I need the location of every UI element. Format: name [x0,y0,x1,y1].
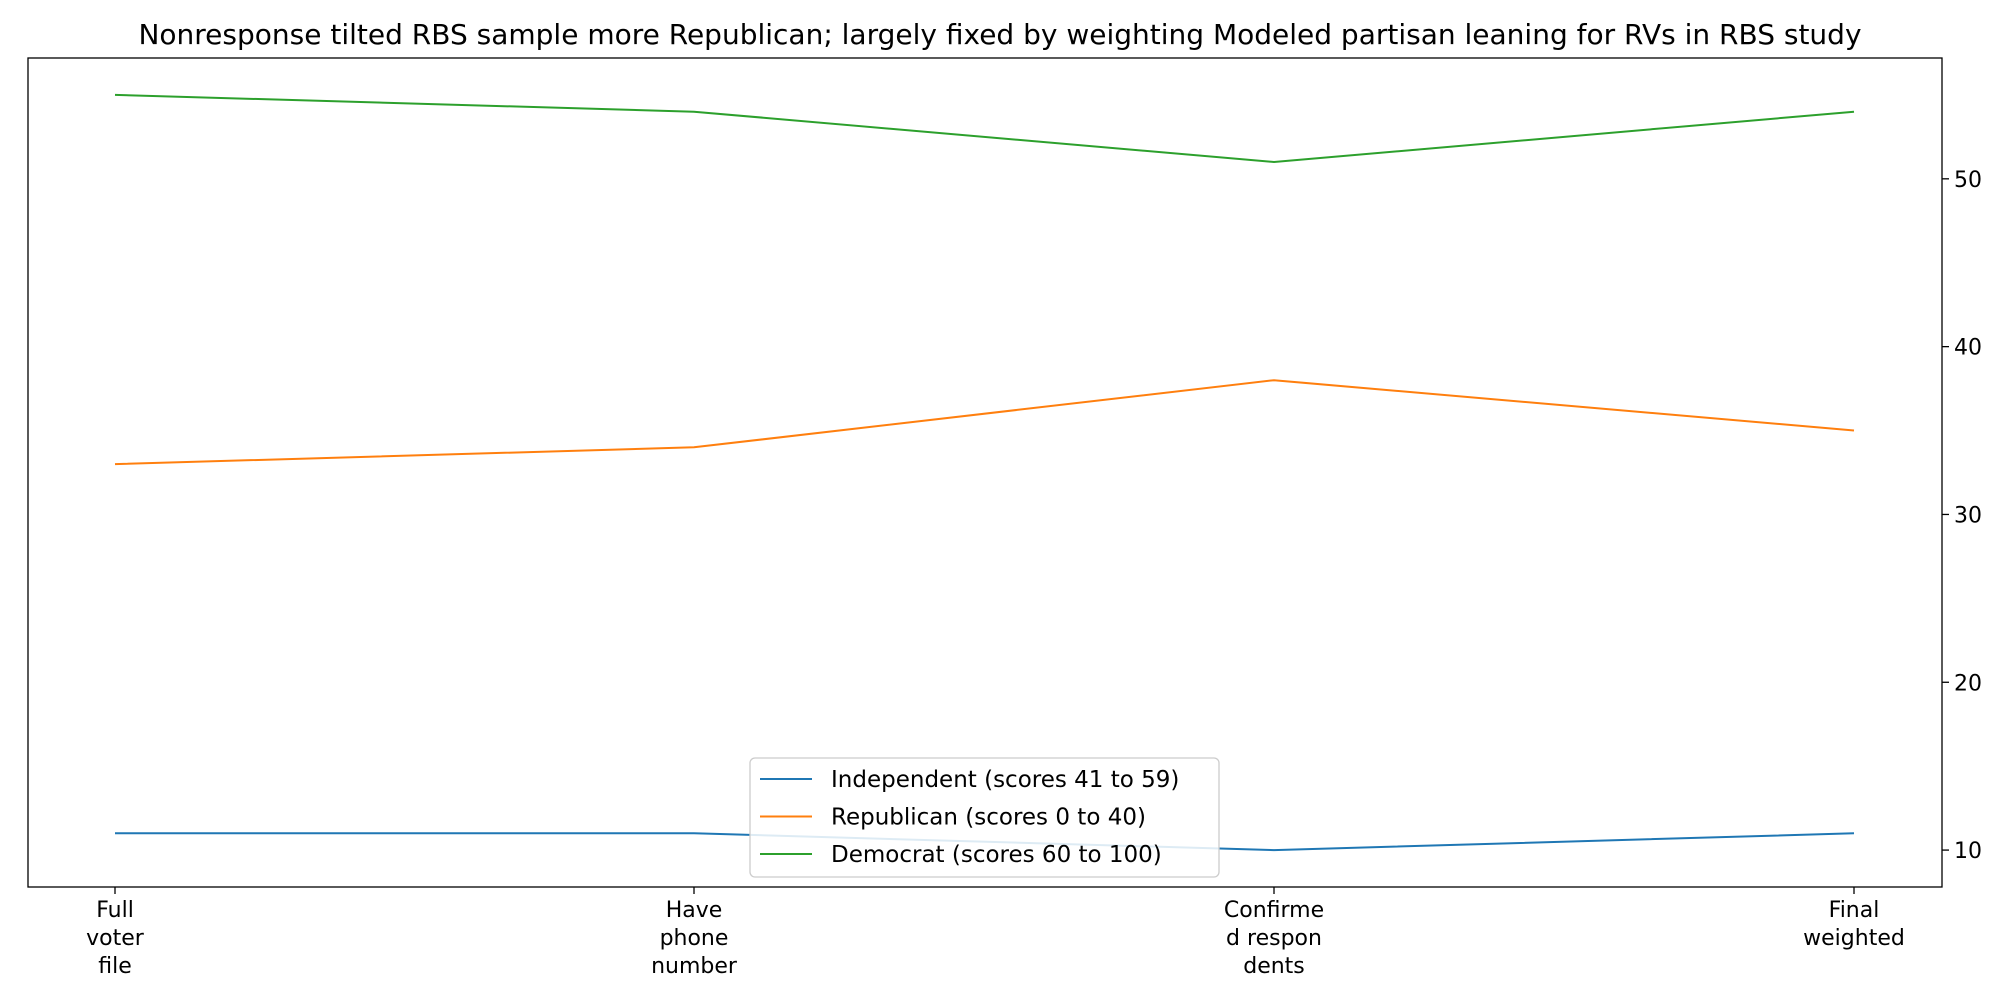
y-axis-ticks: 10 20 30 40 50 [1942,168,1982,864]
x-tick-label: d respon [1226,926,1322,951]
x-axis-ticks: Full voter file Have phone number Confirme d re… [86,887,1905,979]
x-tick-label: dents [1243,954,1305,979]
y-tick-label: 50 [1954,168,1982,193]
legend-label-1: Republican (scores 0 to 40) [831,805,1146,831]
x-tick-label: Full [96,898,134,923]
y-tick-label: 20 [1954,671,1982,696]
series-line-2 [114,93,1855,164]
chart-title: Nonresponse tilted RBS sample more Repub… [138,18,1862,51]
x-tick-label: file [98,954,132,979]
y-tick-label: 40 [1954,336,1982,361]
y-tick-label: 30 [1954,503,1982,528]
legend-label-0: Independent (scores 41 to 59) [831,767,1179,793]
legend-label-2: Democrat (scores 60 to 100) [831,842,1162,868]
x-tick-label: Confirme [1224,898,1324,923]
x-tick-label: number [651,954,738,979]
x-tick-label: phone [660,926,729,951]
x-tick-label: Final [1829,898,1880,923]
legend-box [749,757,1220,878]
x-tick-label: weighted [1803,926,1905,951]
series-line-1 [114,379,1855,466]
series-lines [114,93,1855,852]
x-tick-label: voter [86,926,145,951]
legend: Independent (scores 41 to 59) Republican … [749,757,1220,878]
plot-frame [27,57,1943,888]
y-tick-label: 10 [1954,839,1982,864]
x-tick-label: Have [666,898,723,923]
